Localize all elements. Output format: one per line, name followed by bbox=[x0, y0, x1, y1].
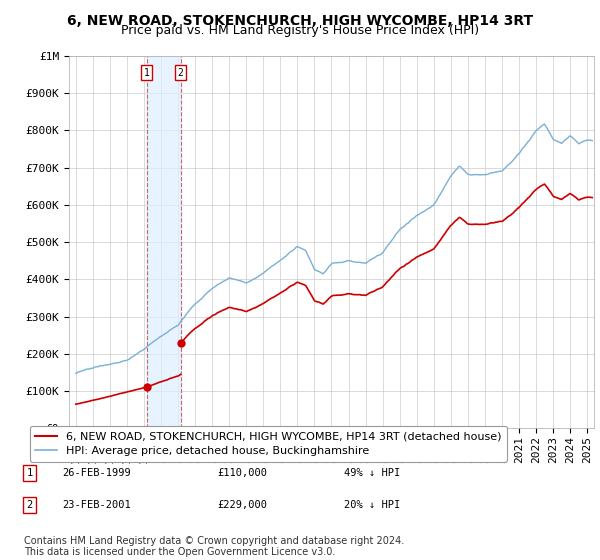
Text: 2: 2 bbox=[178, 68, 184, 78]
Legend: 6, NEW ROAD, STOKENCHURCH, HIGH WYCOMBE, HP14 3RT (detached house), HPI: Average: 6, NEW ROAD, STOKENCHURCH, HIGH WYCOMBE,… bbox=[29, 426, 507, 461]
Text: £110,000: £110,000 bbox=[217, 468, 267, 478]
Text: Contains HM Land Registry data © Crown copyright and database right 2024.
This d: Contains HM Land Registry data © Crown c… bbox=[24, 535, 404, 557]
Text: 1: 1 bbox=[143, 68, 149, 78]
Text: 20% ↓ HPI: 20% ↓ HPI bbox=[344, 500, 400, 510]
Text: 2: 2 bbox=[26, 500, 32, 510]
Bar bbox=[146, 56, 181, 428]
Text: 6, NEW ROAD, STOKENCHURCH, HIGH WYCOMBE, HP14 3RT: 6, NEW ROAD, STOKENCHURCH, HIGH WYCOMBE,… bbox=[67, 14, 533, 28]
Text: £229,000: £229,000 bbox=[217, 500, 267, 510]
Text: 23-FEB-2001: 23-FEB-2001 bbox=[62, 500, 131, 510]
Text: Price paid vs. HM Land Registry's House Price Index (HPI): Price paid vs. HM Land Registry's House … bbox=[121, 24, 479, 36]
Text: 49% ↓ HPI: 49% ↓ HPI bbox=[344, 468, 400, 478]
Text: 1: 1 bbox=[26, 468, 32, 478]
Text: 26-FEB-1999: 26-FEB-1999 bbox=[62, 468, 131, 478]
